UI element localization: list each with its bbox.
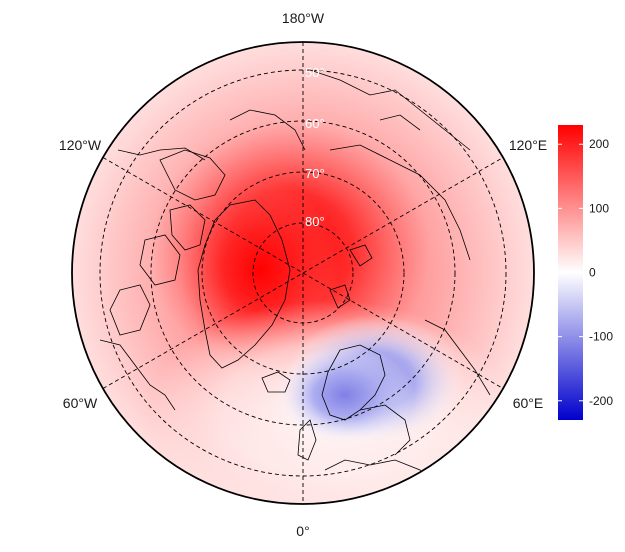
map-boundary xyxy=(71,41,535,505)
lat-label-50: 50° xyxy=(305,65,325,80)
lon-label-60e: 60°E xyxy=(513,395,544,411)
graticule xyxy=(99,42,507,504)
colorbar: 200 100 0 -100 -200 xyxy=(558,125,613,420)
colorbar-tick-label: 0 xyxy=(589,266,596,280)
colorbar-tick-label: -200 xyxy=(589,394,613,408)
colorbar-tick-label: 100 xyxy=(589,201,609,215)
lat-label-60: 60° xyxy=(305,116,325,131)
colorbar-gradient xyxy=(558,125,583,420)
colorbar-tick-label: -100 xyxy=(589,330,613,344)
lat-label-80: 80° xyxy=(305,214,325,229)
colorbar-tick-label: 200 xyxy=(589,137,609,151)
lon-label-180w: 180°W xyxy=(282,10,325,26)
lon-label-120w: 120°W xyxy=(59,137,102,153)
lon-label-120e: 120°E xyxy=(509,137,547,153)
coastlines xyxy=(99,69,491,491)
lon-label-0: 0° xyxy=(296,523,309,539)
lon-label-60w: 60°W xyxy=(63,395,98,411)
colorbar-ticks: 200 100 0 -100 -200 xyxy=(558,137,613,408)
lat-label-70: 70° xyxy=(305,166,325,181)
